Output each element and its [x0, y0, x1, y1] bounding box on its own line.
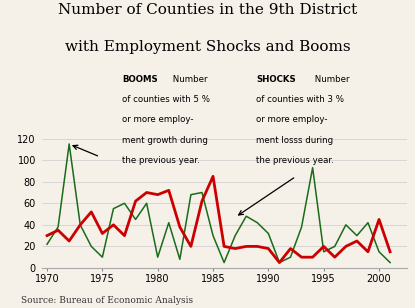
Text: Number: Number [312, 75, 349, 84]
Text: Source: Bureau of Economic Analysis: Source: Bureau of Economic Analysis [21, 296, 193, 305]
Text: the previous year.: the previous year. [122, 156, 200, 164]
Text: of counties with 5 %: of counties with 5 % [122, 95, 210, 104]
Text: BOOMS: BOOMS [122, 75, 158, 84]
Text: SHOCKS: SHOCKS [256, 75, 296, 84]
Text: with Employment Shocks and Booms: with Employment Shocks and Booms [65, 40, 350, 54]
Text: Number: Number [170, 75, 208, 84]
Text: ment growth during: ment growth during [122, 136, 208, 144]
Text: the previous year.: the previous year. [256, 156, 334, 164]
Text: of counties with 3 %: of counties with 3 % [256, 95, 344, 104]
Text: Number of Counties in the 9th District: Number of Counties in the 9th District [58, 3, 357, 17]
Text: or more employ-: or more employ- [256, 116, 327, 124]
Text: or more employ-: or more employ- [122, 116, 194, 124]
Text: ment losss during: ment losss during [256, 136, 333, 144]
